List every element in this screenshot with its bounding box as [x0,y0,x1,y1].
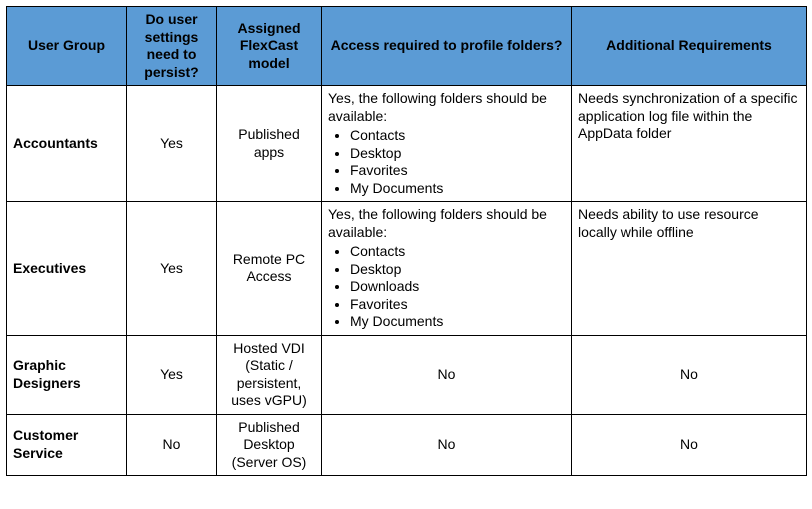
access-cell: No [322,335,572,414]
table-header: User GroupDo user settings need to persi… [7,7,807,86]
folder-item: My Documents [350,313,565,331]
user-group-cell: Graphic Designers [7,335,127,414]
persist-cell: Yes [127,335,217,414]
table-row: AccountantsYesPublished appsYes, the fol… [7,86,807,202]
access-cell: No [322,414,572,476]
column-header-1: Do user settings need to persist? [127,7,217,86]
access-intro: Yes, the following folders should be ava… [328,90,565,125]
persist-cell: No [127,414,217,476]
folder-item: Desktop [350,145,565,163]
access-cell: Yes, the following folders should be ava… [322,202,572,336]
folder-item: My Documents [350,180,565,198]
additional-cell: No [572,414,807,476]
flexcast-cell: Published Desktop (Server OS) [217,414,322,476]
folder-list: ContactsDesktopFavoritesMy Documents [328,127,565,197]
folder-item: Desktop [350,261,565,279]
folder-item: Contacts [350,127,565,145]
additional-cell: Needs ability to use resource locally wh… [572,202,807,336]
folder-item: Contacts [350,243,565,261]
additional-cell: Needs synchronization of a specific appl… [572,86,807,202]
table-row: Customer ServiceNoPublished Desktop (Ser… [7,414,807,476]
access-intro: Yes, the following folders should be ava… [328,206,565,241]
flexcast-cell: Published apps [217,86,322,202]
persist-cell: Yes [127,202,217,336]
flexcast-cell: Remote PC Access [217,202,322,336]
user-group-cell: Executives [7,202,127,336]
flexcast-cell: Hosted VDI (Static / persistent, uses vG… [217,335,322,414]
user-group-cell: Customer Service [7,414,127,476]
table-row: ExecutivesYesRemote PC AccessYes, the fo… [7,202,807,336]
column-header-2: Assigned FlexCast model [217,7,322,86]
folder-item: Downloads [350,278,565,296]
user-group-cell: Accountants [7,86,127,202]
column-header-4: Additional Requirements [572,7,807,86]
folder-item: Favorites [350,296,565,314]
user-group-table: User GroupDo user settings need to persi… [6,6,807,476]
table-body: AccountantsYesPublished appsYes, the fol… [7,86,807,476]
folder-item: Favorites [350,162,565,180]
folder-list: ContactsDesktopDownloadsFavoritesMy Docu… [328,243,565,331]
table-row: Graphic DesignersYesHosted VDI (Static /… [7,335,807,414]
column-header-3: Access required to profile folders? [322,7,572,86]
additional-cell: No [572,335,807,414]
access-cell: Yes, the following folders should be ava… [322,86,572,202]
column-header-0: User Group [7,7,127,86]
persist-cell: Yes [127,86,217,202]
